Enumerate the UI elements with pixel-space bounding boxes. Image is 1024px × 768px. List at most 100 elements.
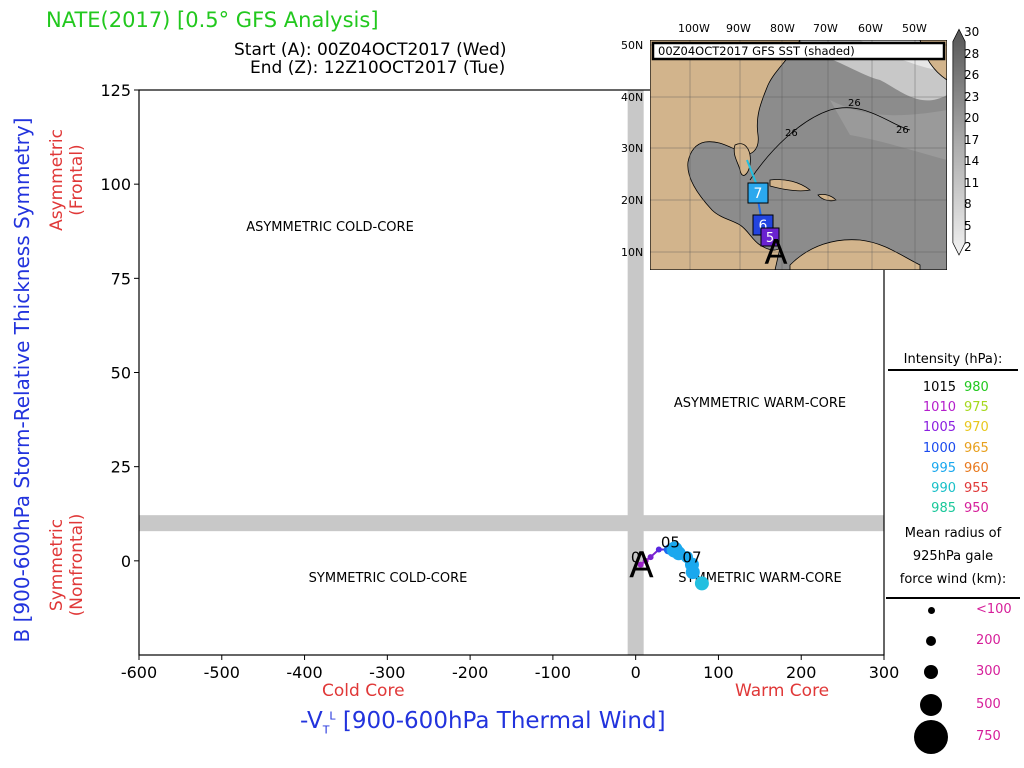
sst-colorbar bbox=[952, 28, 966, 256]
axis-bands bbox=[139, 90, 884, 655]
legend-row: 1010 975 bbox=[888, 397, 1018, 417]
land-cuba bbox=[769, 179, 811, 192]
x-tick-label: 200 bbox=[786, 663, 817, 682]
sst-contour-label: 26 bbox=[785, 128, 798, 139]
legend-row: 990 955 bbox=[888, 478, 1018, 498]
legend-pressure-right: 950 bbox=[964, 501, 989, 517]
legend-pressure-left: 990 bbox=[931, 481, 956, 497]
inset-start-marker: A bbox=[764, 233, 787, 270]
inset-lat-tick: 50N bbox=[621, 39, 644, 52]
gale-size-dot bbox=[914, 720, 948, 754]
x-tick-label: -100 bbox=[535, 663, 571, 682]
start-time: Start (A): 00Z04OCT2017 (Wed) bbox=[234, 40, 507, 60]
inset-lat-tick: 20N bbox=[621, 194, 644, 207]
gale-radius-label: Mean radius of 925hPa gale force wind (k… bbox=[899, 526, 1007, 588]
x-tick-label: 100 bbox=[703, 663, 734, 682]
gale-size-label: 300 bbox=[976, 664, 1001, 679]
legend-header: Intensity (hPa): bbox=[903, 352, 1003, 367]
land-south-america bbox=[789, 239, 921, 270]
inset-lon-tick: 80W bbox=[770, 22, 795, 35]
y-tick-label: 0 bbox=[121, 552, 131, 571]
gale-size-dot bbox=[924, 665, 938, 679]
x-tick-label: -600 bbox=[121, 663, 157, 682]
gale-size-label: <100 bbox=[976, 602, 1012, 617]
y-tick-label: 125 bbox=[100, 81, 131, 100]
legend-pressure-left: 1010 bbox=[922, 399, 956, 415]
inset-lat-tick: 40N bbox=[621, 91, 644, 104]
x-tick-label: -200 bbox=[452, 663, 488, 682]
warm-core-label: Warm Core bbox=[735, 681, 830, 701]
y-tick-label: 50 bbox=[111, 364, 131, 383]
land-florida bbox=[733, 143, 751, 176]
inset-lon-tick: 70W bbox=[813, 22, 838, 35]
intensity-legend: Intensity (hPa): 1015 980 1010 975 1005 970 10… bbox=[888, 352, 1018, 591]
y-tick-label: 100 bbox=[100, 175, 131, 194]
inset-title: 00Z04OCT2017 GFS SST (shaded) bbox=[658, 44, 855, 58]
legend-pressure-left: 1005 bbox=[922, 420, 956, 436]
axis-ticks: -600 -500 -400 -300 -200 -100 0 100 200 300025507… bbox=[100, 81, 899, 682]
colorbar-tick-label: 2 bbox=[964, 240, 972, 254]
sst-contour-label: 26 bbox=[896, 125, 909, 136]
quadrant-symmetric-warm-core: SYMMETRIC WARM-CORE bbox=[678, 571, 841, 586]
colorbar-tick-label: 23 bbox=[964, 89, 980, 104]
legend-row: 1000 965 bbox=[888, 438, 1018, 458]
legend-pressure-left: 1000 bbox=[922, 440, 956, 456]
legend-pressure-right: 980 bbox=[964, 379, 989, 395]
x-tick-label: -400 bbox=[286, 663, 322, 682]
inset-lon-tick: 50W bbox=[902, 22, 927, 35]
quadrant-symmetric-cold-core: SYMMETRIC COLD-CORE bbox=[309, 571, 468, 586]
track-annotation: 05 bbox=[661, 533, 680, 551]
gale-size-dot bbox=[926, 636, 936, 646]
quadrant-asymmetric-cold-core: ASYMMETRIC COLD-CORE bbox=[246, 220, 414, 235]
gale-size-label: 750 bbox=[976, 729, 1001, 744]
legend-row: 1015 980 bbox=[888, 377, 1018, 397]
legend-row: 985 950 bbox=[888, 499, 1018, 519]
cold-core-label: Cold Core bbox=[322, 681, 405, 701]
legend-pressure-left: 995 bbox=[931, 460, 956, 476]
storm-track bbox=[637, 541, 709, 591]
legend-pressure-right: 975 bbox=[964, 399, 989, 415]
x-zero-band bbox=[627, 90, 644, 655]
track-annotation: 0 bbox=[631, 548, 641, 566]
track-annotation: A bbox=[629, 545, 654, 586]
x-axis-label: -VTL [900-600hPa Thermal Wind] bbox=[300, 708, 666, 737]
legend-pressure-right: 955 bbox=[964, 481, 989, 497]
gale-size-dot bbox=[927, 606, 935, 614]
x-tick-label: 0 bbox=[631, 663, 641, 682]
inset-track-marker-7 bbox=[747, 182, 769, 204]
inset-title-box bbox=[651, 41, 946, 61]
y-threshold-band bbox=[139, 515, 884, 532]
size-legend-rule bbox=[886, 597, 1020, 599]
colorbar-tick-label: 26 bbox=[964, 68, 980, 82]
sst-inset-map: 26 26 26 7 6 5 A 00Z04OCT2017 GFS SST (s… bbox=[650, 40, 947, 270]
legend-pressure-right: 970 bbox=[964, 420, 989, 436]
colorbar-tick-label: 20 bbox=[964, 111, 980, 125]
colorbar-tick-label: 17 bbox=[964, 132, 980, 147]
colorbar-tick-label: 30 bbox=[964, 25, 980, 39]
track-annotation: 07 bbox=[682, 548, 701, 566]
legend-pressure-left: 1015 bbox=[922, 379, 956, 395]
inset-lon-tick: 100W bbox=[678, 22, 710, 35]
inset-track-marker-5 bbox=[760, 227, 780, 247]
colorbar-tick-label: 28 bbox=[964, 46, 980, 61]
x-tick-label: 300 bbox=[869, 663, 900, 682]
track-point bbox=[647, 554, 654, 561]
inset-marker-label: 5 bbox=[766, 231, 774, 246]
track-point bbox=[685, 565, 700, 580]
inset-marker-label: 6 bbox=[759, 218, 768, 234]
end-time: End (Z): 12Z10OCT2017 (Tue) bbox=[250, 58, 506, 78]
inset-lon-tick: 90W bbox=[726, 22, 751, 35]
colorbar-tick-label: 11 bbox=[964, 175, 980, 190]
quadrant-asymmetric-warm-core: ASYMMETRIC WARM-CORE bbox=[674, 396, 846, 411]
colorbar-tick-label: 8 bbox=[964, 197, 972, 211]
sst-contour-label: 26 bbox=[848, 98, 861, 109]
land-north-central-america bbox=[650, 40, 801, 270]
y-tick-label: 25 bbox=[111, 458, 131, 477]
inset-lon-tick: 60W bbox=[858, 22, 883, 35]
gale-size-dot bbox=[920, 694, 942, 716]
track-point bbox=[655, 546, 662, 553]
gale-size-label: 200 bbox=[976, 633, 1001, 648]
track-point bbox=[637, 561, 644, 568]
chart-title: NATE(2017) [0.5° GFS Analysis] bbox=[46, 8, 379, 32]
x-tick-label: -300 bbox=[369, 663, 405, 682]
